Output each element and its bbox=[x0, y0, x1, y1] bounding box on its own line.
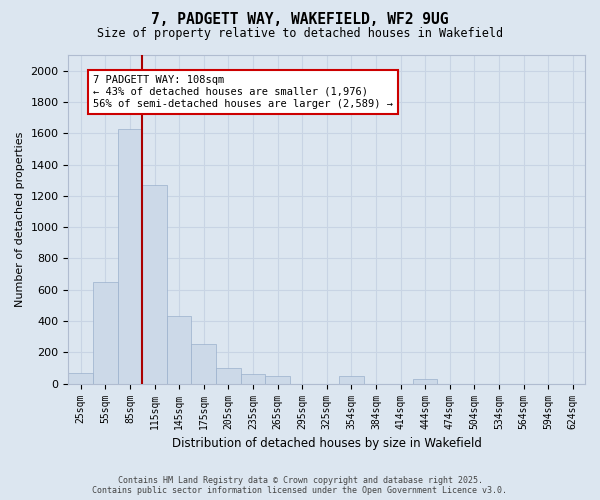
Bar bbox=[265, 376, 290, 384]
Bar bbox=[413, 379, 437, 384]
Y-axis label: Number of detached properties: Number of detached properties bbox=[15, 132, 25, 307]
Bar bbox=[93, 282, 118, 384]
Bar bbox=[118, 128, 142, 384]
Bar bbox=[191, 344, 216, 384]
Text: Size of property relative to detached houses in Wakefield: Size of property relative to detached ho… bbox=[97, 28, 503, 40]
Bar bbox=[339, 376, 364, 384]
Bar bbox=[241, 374, 265, 384]
Text: Contains HM Land Registry data © Crown copyright and database right 2025.
Contai: Contains HM Land Registry data © Crown c… bbox=[92, 476, 508, 495]
X-axis label: Distribution of detached houses by size in Wakefield: Distribution of detached houses by size … bbox=[172, 437, 482, 450]
Bar bbox=[167, 316, 191, 384]
Bar bbox=[68, 372, 93, 384]
Text: 7 PADGETT WAY: 108sqm
← 43% of detached houses are smaller (1,976)
56% of semi-d: 7 PADGETT WAY: 108sqm ← 43% of detached … bbox=[93, 76, 393, 108]
Bar bbox=[142, 185, 167, 384]
Text: 7, PADGETT WAY, WAKEFIELD, WF2 9UG: 7, PADGETT WAY, WAKEFIELD, WF2 9UG bbox=[151, 12, 449, 28]
Bar bbox=[216, 368, 241, 384]
